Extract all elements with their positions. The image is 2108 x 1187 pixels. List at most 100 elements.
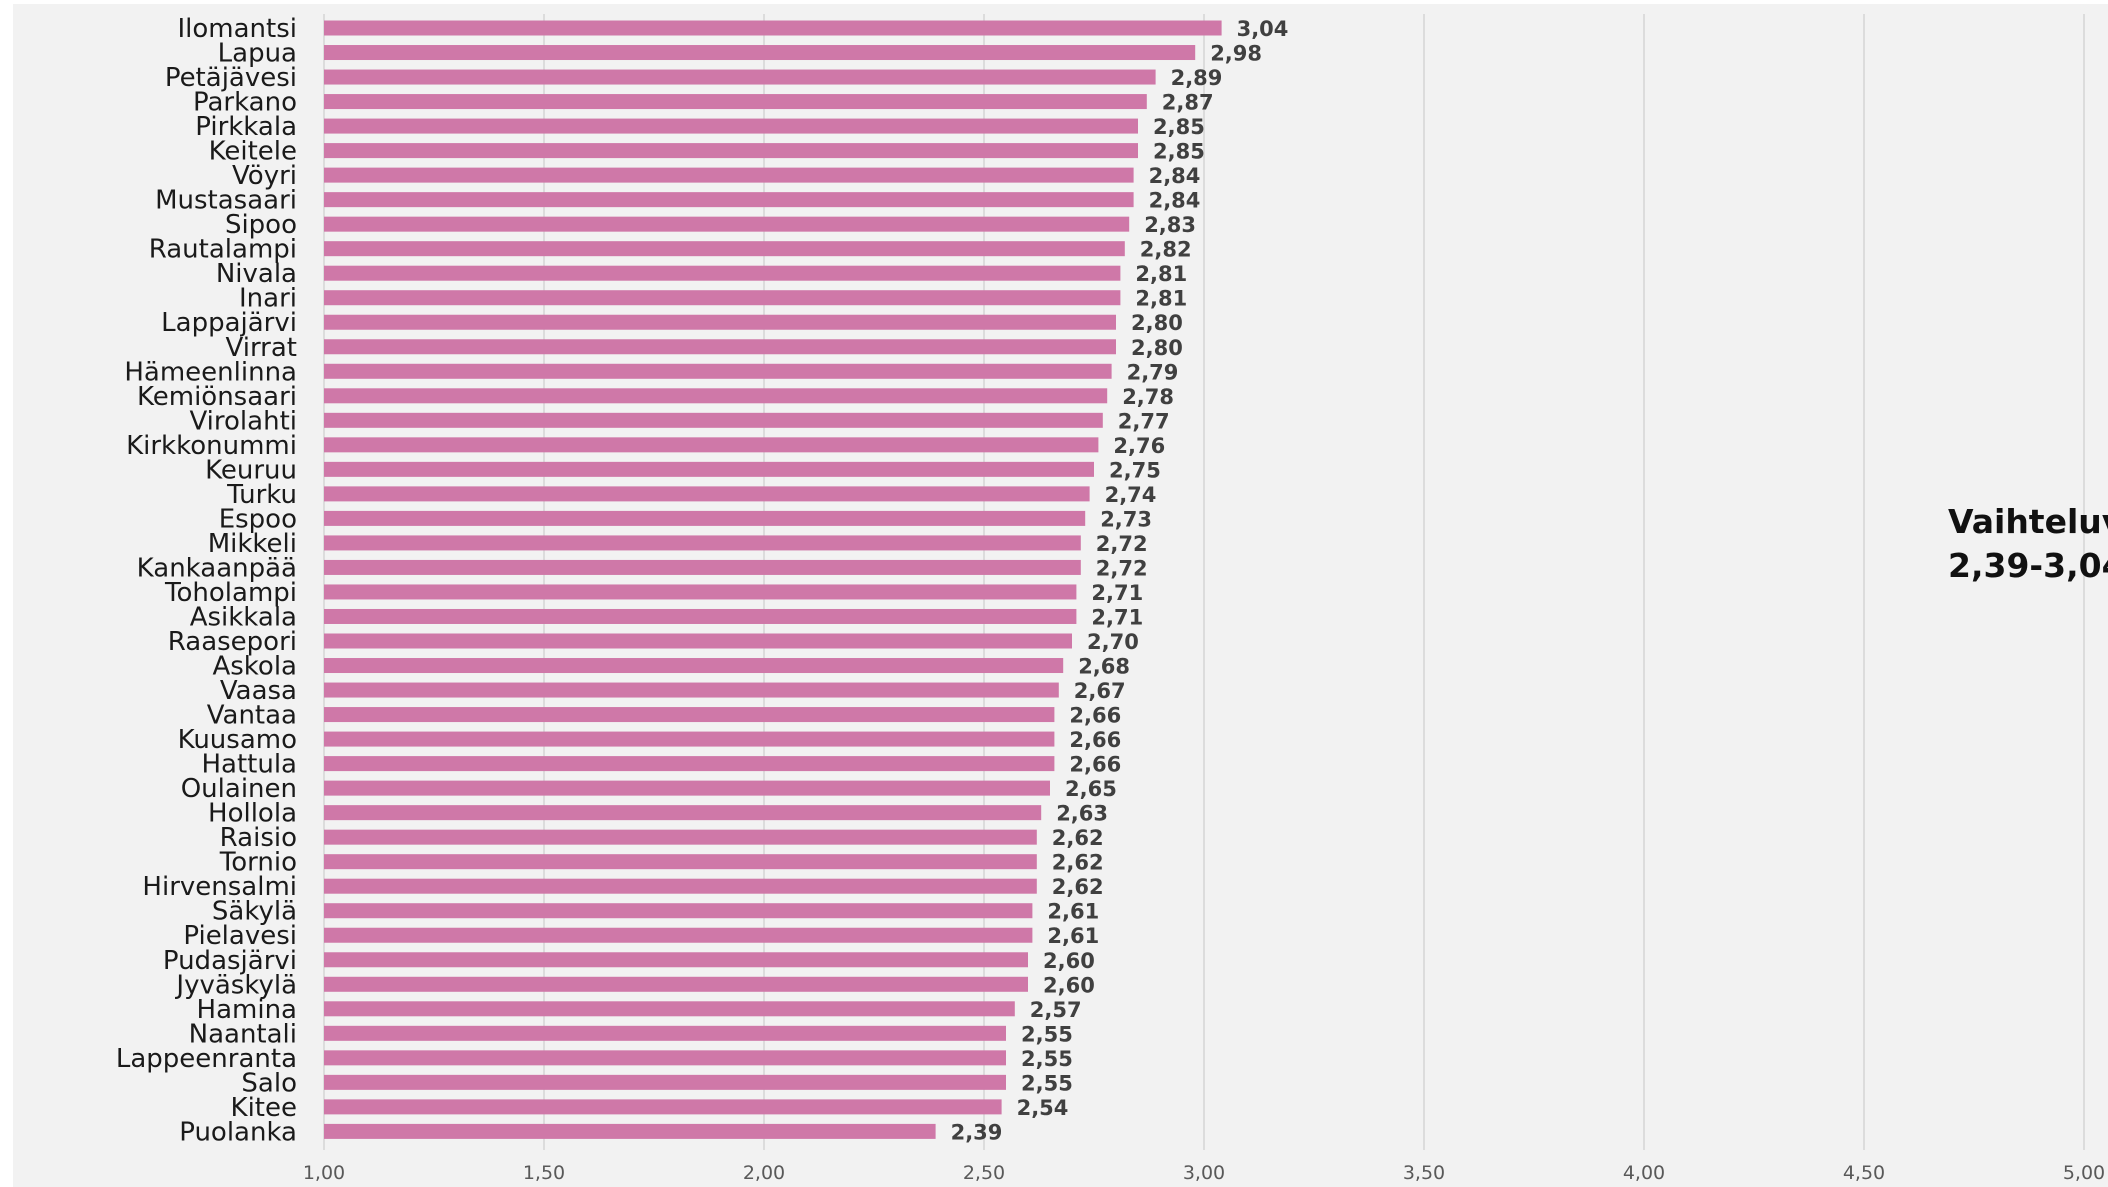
bar — [324, 143, 1138, 159]
category-label: Hollola — [208, 799, 297, 829]
category-label: Puolanka — [179, 1117, 297, 1147]
bar — [324, 461, 1094, 477]
category-label: Asikkala — [190, 602, 297, 632]
bar — [324, 265, 1121, 281]
value-label: 2,62 — [1052, 875, 1104, 899]
category-label: Askola — [212, 652, 297, 682]
value-label: 2,78 — [1122, 385, 1174, 409]
category-label: Säkylä — [212, 897, 297, 927]
category-labels: IlomantsiLapuaPetäjävesiParkanoPirkkalaK… — [116, 14, 297, 1147]
value-label: 2,72 — [1096, 532, 1148, 556]
value-label: 2,66 — [1069, 728, 1121, 752]
value-label: 2,66 — [1069, 753, 1121, 777]
category-label: Jyväskylä — [174, 970, 297, 1000]
bar — [324, 633, 1072, 649]
bar — [324, 388, 1108, 404]
category-label: Virolahti — [189, 406, 297, 436]
value-label: 2,65 — [1065, 777, 1117, 801]
bar — [324, 412, 1103, 428]
category-label: Pirkkala — [195, 112, 297, 142]
bar — [324, 608, 1077, 624]
bar — [324, 1050, 1006, 1066]
category-label: Mikkeli — [208, 529, 297, 559]
category-label: Kankaanpää — [137, 553, 297, 583]
bar — [324, 952, 1028, 968]
bar — [324, 1001, 1015, 1017]
value-label: 2,75 — [1109, 458, 1161, 482]
bar — [324, 927, 1033, 943]
value-label: 2,77 — [1118, 409, 1170, 433]
category-label: Turku — [226, 480, 297, 510]
bar — [324, 805, 1042, 821]
value-label: 2,73 — [1100, 507, 1152, 531]
bar — [324, 192, 1134, 208]
category-label: Keitele — [209, 137, 297, 167]
category-label: Pudasjärvi — [163, 946, 297, 976]
category-label: Raasepori — [168, 627, 297, 657]
bar — [324, 1123, 936, 1139]
bar — [324, 339, 1116, 355]
x-tick-label: 5,00 — [2063, 1162, 2105, 1184]
category-label: Lapua — [218, 39, 297, 69]
category-label: Petäjävesi — [165, 63, 297, 93]
category-label: Sipoo — [225, 210, 297, 240]
category-label: Hirvensalmi — [142, 872, 297, 902]
x-axis-tick-labels: 1,00 1,50 2,00 2,50 3,00 3,50 4,00 4,50 5,00 — [303, 1162, 2105, 1184]
x-tick-label: 4,50 — [1843, 1162, 1885, 1184]
value-label: 2,83 — [1144, 213, 1196, 237]
bar — [324, 658, 1064, 674]
bar — [324, 167, 1134, 183]
category-label: Virrat — [226, 333, 298, 363]
value-label: 2,62 — [1052, 851, 1104, 875]
category-label: Raisio — [220, 823, 297, 853]
bar — [324, 1074, 1006, 1090]
value-label: 2,71 — [1091, 581, 1143, 605]
category-label: Vantaa — [207, 701, 297, 731]
bar — [324, 903, 1033, 919]
category-label: Naantali — [189, 1019, 297, 1049]
bar — [324, 510, 1086, 526]
value-label: 3,04 — [1237, 17, 1289, 41]
bar — [324, 314, 1116, 330]
bar — [324, 437, 1099, 453]
x-tick-label: 3,00 — [1183, 1162, 1225, 1184]
value-label: 2,61 — [1047, 900, 1099, 924]
bar — [324, 241, 1125, 257]
category-label: Kuusamo — [178, 725, 297, 755]
bar — [324, 559, 1081, 575]
value-label: 2,61 — [1047, 924, 1099, 948]
bar — [324, 707, 1055, 723]
bar — [324, 118, 1138, 134]
category-label: Kirkkonummi — [126, 431, 297, 461]
value-label: 2,85 — [1153, 115, 1205, 139]
category-label: Oulainen — [181, 774, 297, 804]
bar — [324, 216, 1130, 232]
value-label: 2,54 — [1017, 1096, 1069, 1120]
x-tick-label: 3,50 — [1403, 1162, 1445, 1184]
category-label: Tornio — [219, 848, 297, 878]
bar — [324, 535, 1081, 551]
range-annotation-line2: 2,39-3,04 — [1948, 546, 2108, 585]
value-labels: 3,042,982,892,872,852,852,842,842,832,82… — [951, 17, 1289, 1144]
range-annotation: Vaihteluv 2,39-3,04 — [1948, 500, 2108, 588]
bar — [324, 486, 1090, 502]
category-label: Pielavesi — [183, 921, 297, 951]
category-label: Nivala — [216, 259, 297, 289]
value-label: 2,84 — [1149, 164, 1201, 188]
value-label: 2,71 — [1091, 605, 1143, 629]
category-label: Kitee — [231, 1093, 297, 1123]
category-label: Rautalampi — [149, 235, 297, 265]
value-label: 2,89 — [1171, 66, 1223, 90]
x-tick-label: 4,00 — [1623, 1162, 1665, 1184]
value-label: 2,98 — [1210, 42, 1262, 66]
category-label: Lappeenranta — [116, 1044, 297, 1074]
value-label: 2,81 — [1135, 287, 1187, 311]
value-label: 2,87 — [1162, 91, 1214, 115]
category-label: Salo — [241, 1068, 297, 1098]
bar — [324, 69, 1156, 85]
bar — [324, 780, 1050, 796]
bar — [324, 45, 1196, 61]
category-label: Keuruu — [205, 455, 297, 485]
category-label: Lappajärvi — [161, 308, 297, 338]
category-label: Inari — [239, 284, 297, 314]
